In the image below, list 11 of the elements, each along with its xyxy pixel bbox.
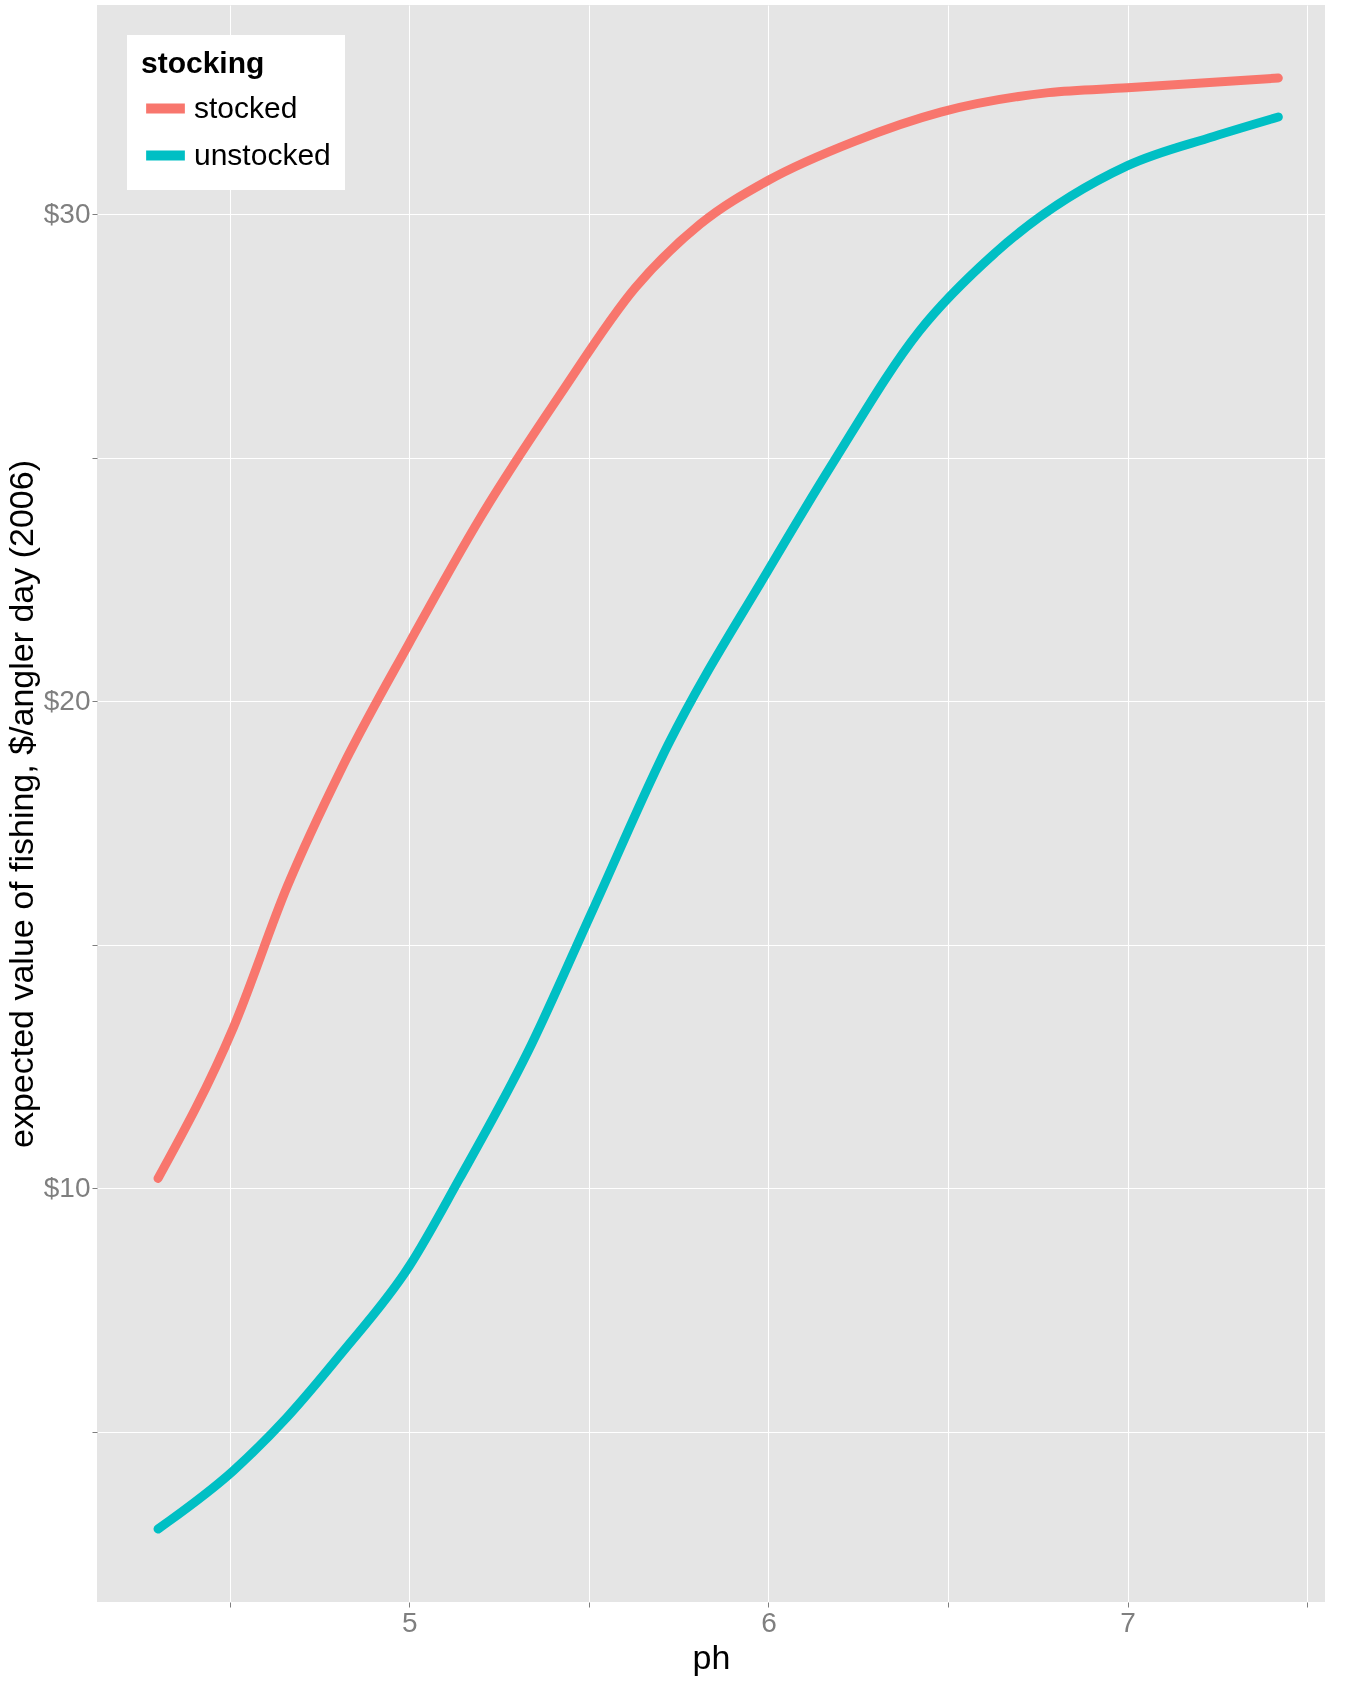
y-tick-label: $20 [43, 684, 91, 716]
y-tick-label: $30 [43, 197, 91, 229]
legend-label: stocked [194, 90, 298, 124]
legend-title: stocking [141, 46, 265, 79]
x-tick-label: 7 [1120, 1606, 1136, 1638]
x-axis-title: ph [692, 1637, 731, 1676]
y-axis-title: expected value of fishing, $/angler day (2006) [1, 459, 40, 1149]
x-tick-label: 5 [402, 1606, 418, 1638]
y-tick-label: $10 [43, 1171, 91, 1203]
x-tick-label: 6 [761, 1606, 777, 1638]
legend-label: unstocked [194, 137, 331, 171]
